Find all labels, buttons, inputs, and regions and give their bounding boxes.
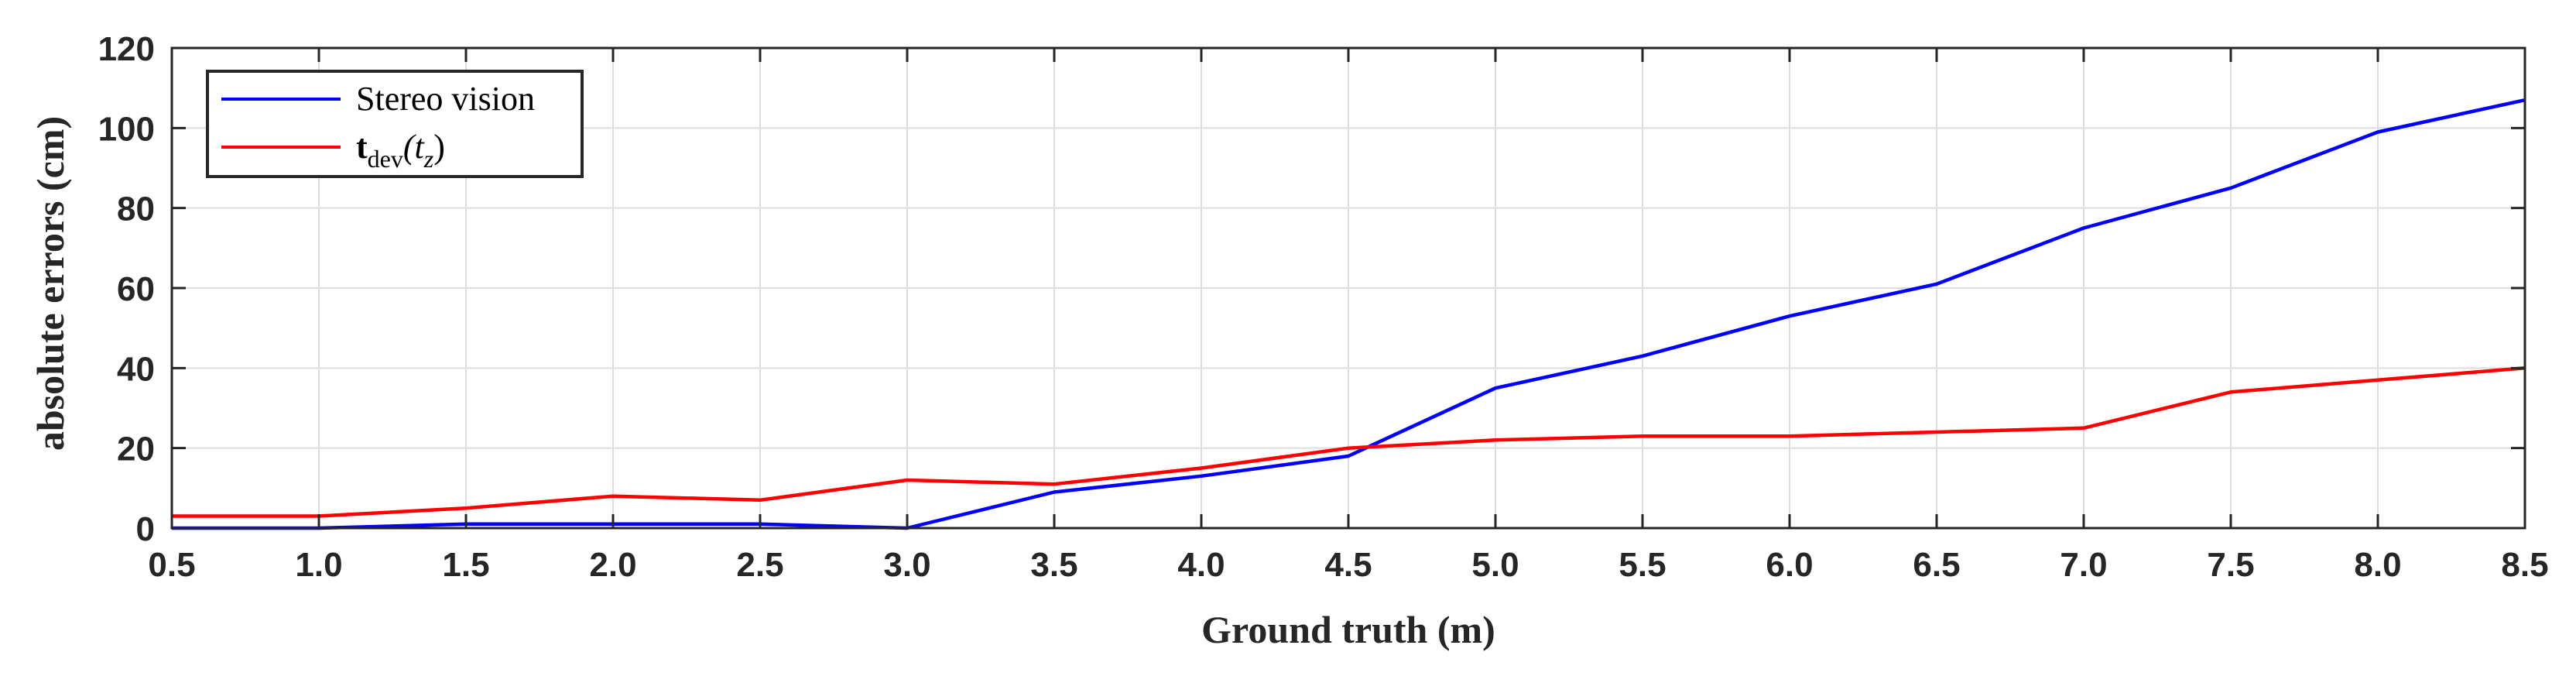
- x-tick-label: 7.0: [2060, 546, 2107, 584]
- x-tick-label: 2.0: [589, 546, 636, 584]
- series-t-dev-line: [172, 366, 2526, 518]
- legend-label-stereo-vision: Stereo vision: [356, 80, 535, 118]
- x-tick-label: 3.0: [883, 546, 930, 584]
- x-tick-label: 1.5: [442, 546, 489, 584]
- axis-ticks: 0.5 1.0 1.5 2.0 2.5 3.0 3.5 4.0 4.5 5.0 5.5 6.0 6.5 7…: [98, 30, 2549, 584]
- x-tick-label: 5.0: [1471, 546, 1519, 584]
- y-tick-label: 0: [136, 510, 155, 548]
- x-tick-label: 3.5: [1030, 546, 1077, 584]
- y-tick-label: 60: [117, 270, 155, 308]
- y-axis-label: absolute errors (cm): [29, 116, 72, 451]
- legend-t-dev-arg: (t: [403, 128, 426, 166]
- x-tick-label: 7.5: [2207, 546, 2254, 584]
- x-tick-label: 4.0: [1177, 546, 1225, 584]
- x-tick-label: 8.5: [2501, 546, 2548, 584]
- legend-t-dev-main: t: [356, 128, 368, 166]
- series-layer: [172, 98, 2526, 530]
- y-tick-label: 80: [117, 190, 155, 228]
- x-tick-label: 8.0: [2354, 546, 2401, 584]
- x-tick-label: 2.5: [736, 546, 783, 584]
- y-tick-label: 20: [117, 431, 155, 468]
- x-tick-label: 6.5: [1913, 546, 1960, 584]
- x-tick-label: 0.5: [148, 546, 195, 584]
- legend-t-dev-close: ): [433, 128, 445, 166]
- y-tick-label: 120: [98, 30, 155, 68]
- legend-box: [206, 70, 584, 178]
- y-tick-label: 40: [117, 350, 155, 388]
- legend-t-dev-arg-sub: z: [423, 145, 434, 173]
- y-tick-label: 100: [98, 110, 155, 148]
- x-axis-label: Ground truth (m): [1201, 608, 1495, 651]
- x-tick-label: 5.5: [1619, 546, 1666, 584]
- legend-label-t-dev: tdev(tz): [356, 128, 445, 173]
- x-tick-label: 6.0: [1766, 546, 1813, 584]
- legend-t-dev-sub: dev: [368, 145, 403, 173]
- series-stereo-vision-line: [172, 98, 2526, 530]
- legend: Stereo vision tdev(tz): [206, 70, 584, 178]
- x-tick-label: 4.5: [1324, 546, 1372, 584]
- x-tick-label: 1.0: [295, 546, 342, 584]
